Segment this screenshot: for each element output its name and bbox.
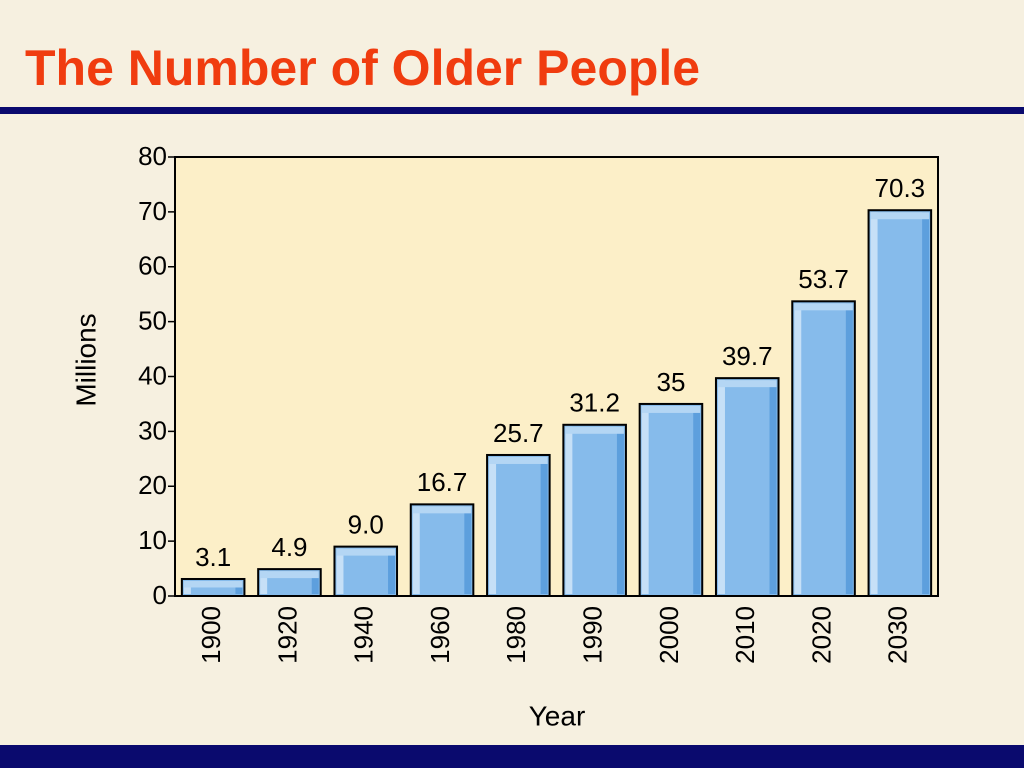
bar-shadow: [922, 212, 930, 594]
bar-cap: [183, 580, 243, 588]
bar-shadow: [845, 303, 853, 594]
bar-cap: [641, 405, 701, 413]
bar: [409, 503, 475, 598]
bar-highlight: [336, 548, 344, 594]
title-rule: [0, 107, 1024, 114]
x-axis-label: Year: [529, 700, 586, 731]
bar: [714, 377, 780, 597]
bar: [867, 209, 933, 597]
bar-highlight: [260, 571, 268, 594]
bar-highlight: [412, 506, 420, 594]
x-tick-label: 2030: [883, 606, 913, 664]
bar-shadow: [693, 405, 701, 594]
bar-highlight: [565, 426, 573, 594]
x-tick-label: 1960: [425, 606, 455, 664]
bar: [562, 423, 627, 598]
bar-cap: [336, 548, 396, 556]
bar-shadow: [311, 571, 319, 594]
x-tick-label: 2000: [654, 606, 684, 664]
footer-bar: [0, 745, 1024, 768]
bar-cap: [489, 456, 548, 464]
slide-title: The Number of Older People: [25, 40, 700, 96]
bar-highlight: [870, 212, 878, 594]
x-tick-label: 2020: [806, 606, 836, 664]
value-label: 53.7: [798, 264, 849, 294]
bar: [486, 453, 551, 597]
y-tick-label: 80: [138, 141, 167, 171]
value-label: 25.7: [493, 418, 544, 448]
value-label: 16.7: [417, 467, 468, 497]
y-tick-label: 10: [138, 525, 167, 555]
bar-shadow: [540, 456, 548, 594]
x-tick-label: 1990: [578, 606, 608, 664]
bar-highlight: [489, 456, 497, 594]
y-axis-label: Millions: [70, 313, 101, 406]
y-tick-label: 0: [153, 580, 167, 610]
value-label: 35: [656, 367, 685, 397]
bar-shadow: [464, 506, 472, 594]
x-tick-label: 1980: [501, 606, 531, 664]
bar-cap: [870, 212, 930, 220]
bar: [791, 300, 856, 597]
bar-cap: [412, 506, 472, 514]
y-tick-label: 40: [138, 360, 167, 390]
value-label: 31.2: [569, 388, 620, 418]
bar-highlight: [717, 380, 725, 594]
bar-highlight: [794, 303, 802, 594]
value-label: 4.9: [271, 532, 307, 562]
x-tick-label: 1920: [272, 606, 302, 664]
y-tick-label: 20: [138, 470, 167, 500]
value-label: 3.1: [195, 542, 231, 572]
bar-cap: [717, 380, 777, 388]
value-label: 39.7: [722, 341, 773, 371]
y-tick-label: 30: [138, 415, 167, 445]
bar-cap: [260, 571, 319, 579]
bar: [638, 402, 704, 597]
bar-highlight: [641, 405, 649, 594]
bar-shadow: [616, 426, 624, 594]
bar-cap: [565, 426, 624, 434]
x-tick-label: 1900: [196, 606, 226, 664]
bar-cap: [794, 303, 853, 311]
y-tick-label: 50: [138, 306, 167, 336]
bar-shadow: [388, 548, 396, 594]
x-tick-label: 1940: [349, 606, 379, 664]
y-tick-label: 70: [138, 196, 167, 226]
bar-shadow: [769, 380, 777, 594]
value-label: 9.0: [348, 509, 384, 539]
y-tick-label: 60: [138, 251, 167, 281]
value-label: 70.3: [875, 173, 926, 203]
x-tick-label: 2010: [730, 606, 760, 664]
